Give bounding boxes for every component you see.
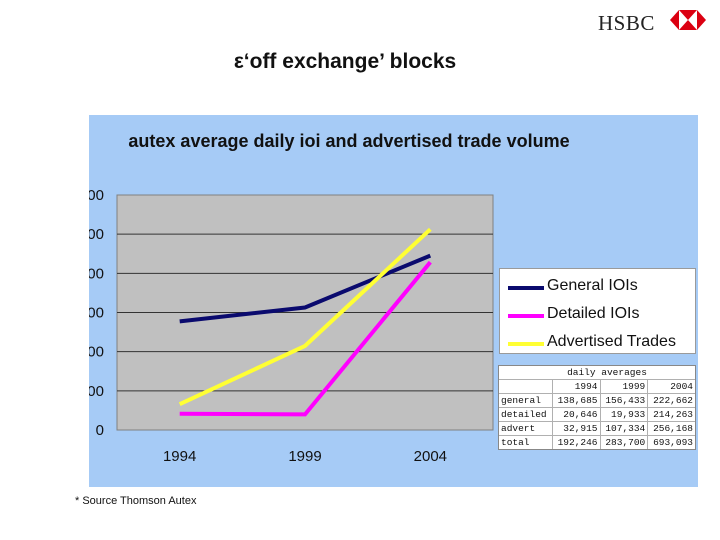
hsbc-hexagon-logo-icon: [670, 10, 706, 30]
table-header-cell: 2004: [647, 379, 695, 394]
series-line-advertised-trades: [178, 227, 432, 407]
table-row: advert 32,915 107,334 256,168: [499, 421, 695, 436]
table-cell: 19,933: [599, 407, 648, 422]
x-tick-label: 1999: [288, 448, 321, 465]
source-note: * Source Thomson Autex: [75, 495, 197, 507]
chart-title: autex average daily ioi and advertised t…: [128, 131, 570, 151]
legend-swatch-detailed-iois: [508, 314, 544, 318]
y-tick-label: 150,000: [89, 305, 104, 322]
legend-item-advertised-trades: Advertised Trades: [500, 330, 695, 358]
y-tick-label: 200,000: [89, 265, 104, 282]
table-header-row: 1994 1999 2004: [499, 379, 695, 394]
chart-legend: General IOIs Detailed IOIs Advertised Tr…: [499, 268, 696, 354]
legend-label-detailed-iois: Detailed IOIs: [547, 305, 640, 322]
line-chart: 0 50,000 100,000 150,000 200,000 250,000 300,0…: [89, 187, 494, 465]
table-header-cell: [499, 379, 553, 394]
legend-swatch-advertised-trades: [508, 342, 544, 346]
legend-item-detailed-iois: Detailed IOIs: [500, 302, 695, 330]
x-tick-label: 2004: [414, 448, 447, 465]
table-cell: detailed: [499, 407, 553, 422]
table-cell: 20,646: [551, 407, 601, 422]
legend-item-general-iois: General IOIs: [500, 274, 695, 302]
table-row: detailed 20,646 19,933 214,263: [499, 407, 695, 422]
daily-averages-table: daily averages 1994 1999 2004 general 13…: [498, 365, 696, 450]
table-cell: 222,662: [647, 393, 695, 408]
table-cell: 214,263: [647, 407, 695, 422]
y-tick-label: 250,000: [89, 226, 104, 243]
slide-title: ε‘off exchange’ blocks: [233, 50, 457, 73]
y-tick-label: 100,000: [89, 344, 104, 361]
table-cell: advert: [499, 421, 553, 436]
legend-swatch-general-iois: [508, 286, 544, 290]
table-row: total 192,246 283,700 693,093: [499, 435, 695, 449]
table-header-cell: 1999: [599, 379, 648, 394]
series-line-general-iois: [179, 253, 432, 324]
legend-label-general-iois: General IOIs: [547, 277, 638, 294]
y-tick-label: 300,000: [89, 187, 104, 204]
chart-panel: 0 50,000 100,000 150,000 200,000 250,000 300,0…: [89, 115, 698, 487]
brand-name: HSBC: [598, 11, 655, 35]
table-cell: 283,700: [599, 435, 648, 449]
data-grid: 1994 1999 2004 general 138,685 156,433 2…: [499, 379, 695, 449]
hsbc-logo: HSBC: [598, 8, 710, 36]
y-tick-label: 50,000: [89, 383, 104, 400]
table-cell: 693,093: [647, 435, 695, 449]
table-cell: 32,915: [551, 421, 601, 436]
table-cell: 138,685: [551, 393, 601, 408]
legend-label-advertised-trades: Advertised Trades: [547, 333, 676, 350]
series-line-detailed-iois: [179, 260, 432, 417]
table-cell: total: [499, 435, 553, 449]
table-cell: 107,334: [599, 421, 648, 436]
table-row: general 138,685 156,433 222,662: [499, 393, 695, 408]
table-cell: 192,246: [551, 435, 601, 449]
table-header-cell: 1994: [551, 379, 601, 394]
table-cell: general: [499, 393, 553, 408]
table-caption: daily averages: [567, 367, 647, 378]
x-tick-label: 1994: [163, 448, 196, 465]
table-cell: 256,168: [647, 421, 695, 436]
y-tick-label: 0: [96, 422, 104, 439]
table-cell: 156,433: [599, 393, 648, 408]
